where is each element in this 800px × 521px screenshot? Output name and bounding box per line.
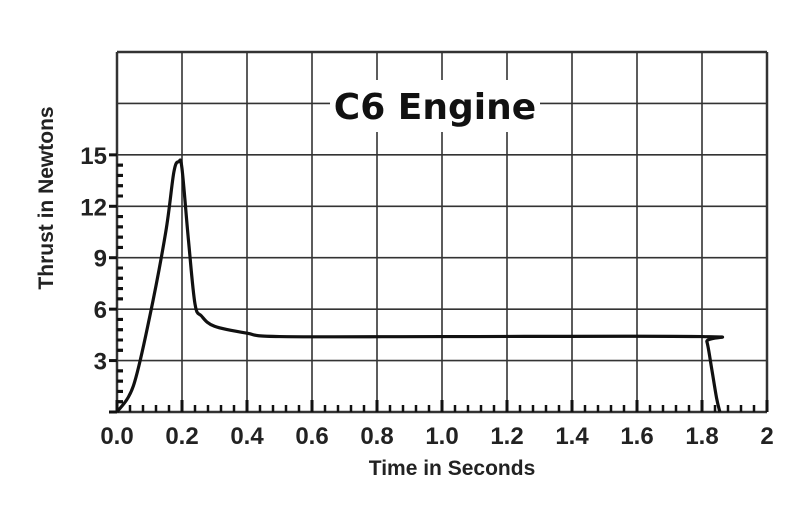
y-tick-label: 3 bbox=[94, 349, 107, 376]
chart-title: C6 Engine bbox=[334, 87, 536, 128]
x-tick-label: 2 bbox=[760, 423, 773, 450]
x-tick-label: 0.2 bbox=[165, 423, 198, 450]
tick-labels: 0.0 0.2 0.4 0.6 0.8 1.0 1.2 1.4 1.6 1.8 2 3 6 9 12 15 bbox=[80, 143, 773, 450]
thrust-series-line bbox=[115, 158, 724, 413]
x-tick-label: 0.8 bbox=[360, 423, 393, 450]
x-axis-label: Time in Seconds bbox=[369, 457, 536, 480]
x-tick-label: 1.4 bbox=[555, 423, 589, 450]
title-background bbox=[330, 80, 540, 132]
x-tick-label: 0.6 bbox=[295, 423, 328, 450]
y-tick-label: 12 bbox=[80, 194, 107, 221]
y-tick-label: 9 bbox=[94, 246, 107, 273]
y-tick-label: 15 bbox=[80, 143, 107, 170]
x-tick-label: 0.4 bbox=[230, 423, 264, 450]
x-tick-label: 1.6 bbox=[620, 423, 653, 450]
x-tick-label: 1.8 bbox=[685, 423, 718, 450]
x-tick-label: 1.0 bbox=[425, 423, 458, 450]
x-tick-label: 1.2 bbox=[490, 423, 523, 450]
axis-ticks bbox=[109, 153, 769, 414]
y-axis-label: Thrust in Newtons bbox=[35, 106, 58, 289]
y-tick-label: 6 bbox=[94, 297, 107, 324]
x-tick-label: 0.0 bbox=[100, 423, 133, 450]
